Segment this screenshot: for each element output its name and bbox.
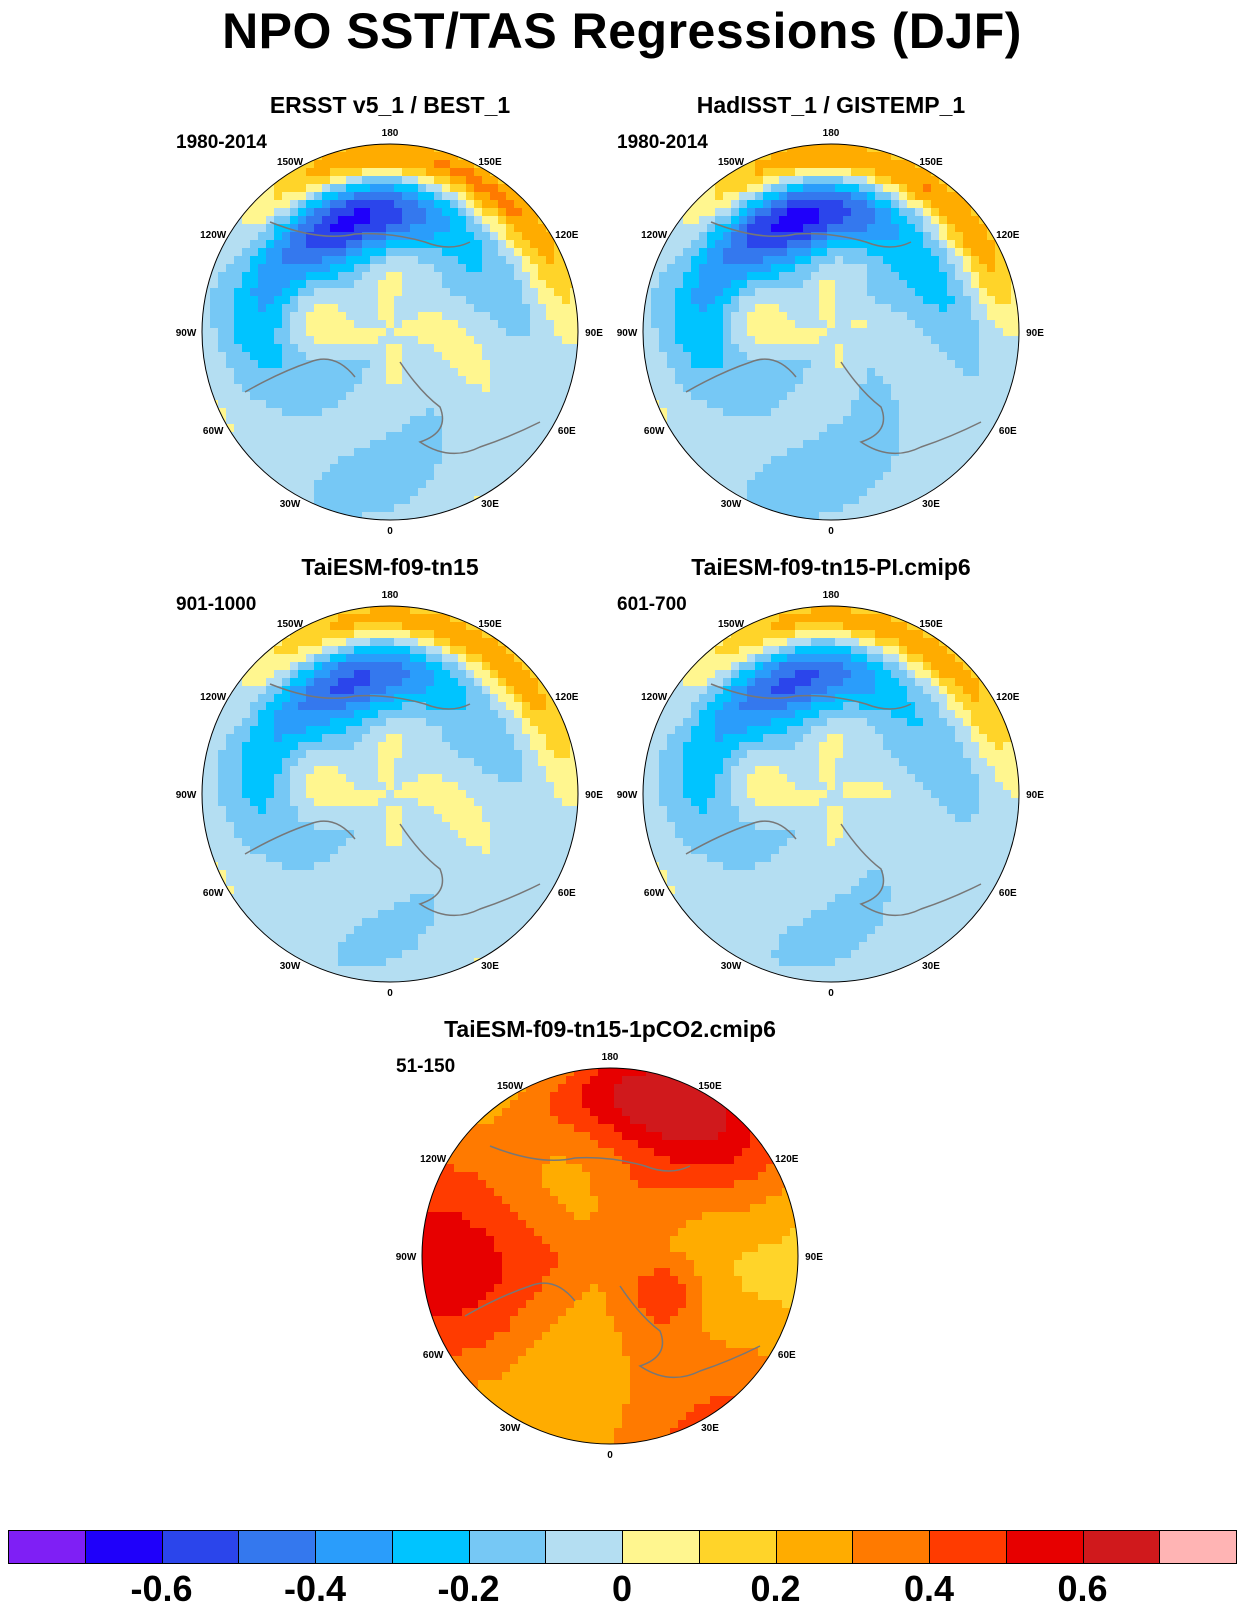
colorbar-box xyxy=(622,1530,700,1564)
colorbar-box xyxy=(238,1530,316,1564)
longitude-label: 150E xyxy=(478,619,502,630)
longitude-label: 150E xyxy=(698,1081,722,1092)
longitude-label: 60W xyxy=(203,426,224,437)
longitude-label: 90W xyxy=(617,790,638,801)
colorbar-box xyxy=(8,1530,86,1564)
colorbar-box xyxy=(469,1530,547,1564)
colorbar-tick-label: 0.2 xyxy=(716,1568,836,1610)
colorbar-box xyxy=(1006,1530,1084,1564)
longitude-label: 30W xyxy=(500,1423,521,1434)
longitude-label: 150W xyxy=(497,1081,524,1092)
colorbar-tick-label: -0.6 xyxy=(102,1568,222,1610)
colorbar-box xyxy=(1159,1530,1237,1564)
longitude-label: 30E xyxy=(701,1423,719,1434)
longitude-label: 120W xyxy=(641,692,668,703)
longitude-label: 120E xyxy=(555,692,579,703)
figure-title: NPO SST/TAS Regressions (DJF) xyxy=(0,2,1244,60)
longitude-label: 150E xyxy=(919,157,943,168)
longitude-label: 60W xyxy=(423,1350,444,1361)
longitude-label: 180 xyxy=(382,128,399,139)
polar-map: 180 0 150W 150E 120W 120E 90W 90E 60W 60E 30W 30E xyxy=(591,92,1071,542)
colorbar-tick-label: -0.2 xyxy=(409,1568,529,1610)
colorbar xyxy=(8,1530,1236,1564)
colorbar-box xyxy=(392,1530,470,1564)
longitude-label: 120E xyxy=(775,1154,799,1165)
longitude-label: 120W xyxy=(200,692,227,703)
shaded-field xyxy=(202,606,579,983)
longitude-label: 90W xyxy=(176,790,197,801)
shaded-field xyxy=(422,1068,799,1445)
longitude-label: 0 xyxy=(607,1450,613,1461)
shaded-field xyxy=(643,144,1020,521)
longitude-label: 0 xyxy=(828,988,834,999)
longitude-label: 30W xyxy=(721,499,742,510)
longitude-label: 60E xyxy=(999,888,1017,899)
colorbar-box xyxy=(776,1530,854,1564)
longitude-label: 30W xyxy=(721,961,742,972)
longitude-label: 120E xyxy=(996,692,1020,703)
longitude-label: 30W xyxy=(280,961,301,972)
colorbar-tick-label: 0.4 xyxy=(869,1568,989,1610)
longitude-label: 90W xyxy=(396,1252,417,1263)
longitude-label: 0 xyxy=(387,988,393,999)
longitude-label: 0 xyxy=(828,526,834,537)
longitude-label: 0 xyxy=(387,526,393,537)
longitude-label: 90E xyxy=(1026,328,1044,339)
shaded-field xyxy=(643,606,1020,983)
longitude-label: 120W xyxy=(420,1154,447,1165)
longitude-label: 90E xyxy=(805,1252,823,1263)
shaded-field xyxy=(202,144,579,521)
longitude-label: 120E xyxy=(996,230,1020,241)
longitude-label: 150W xyxy=(718,619,745,630)
longitude-label: 90E xyxy=(1026,790,1044,801)
colorbar-box xyxy=(852,1530,930,1564)
longitude-label: 150E xyxy=(919,619,943,630)
longitude-label: 150W xyxy=(718,157,745,168)
longitude-label: 60W xyxy=(644,426,665,437)
polar-map: 180 0 150W 150E 120W 120E 90W 90E 60W 60E 30W 30E xyxy=(370,1016,850,1466)
longitude-label: 150W xyxy=(277,157,304,168)
longitude-label: 30W xyxy=(280,499,301,510)
longitude-label: 30E xyxy=(481,499,499,510)
colorbar-box xyxy=(929,1530,1007,1564)
longitude-label: 60W xyxy=(203,888,224,899)
colorbar-tick-label: 0 xyxy=(562,1568,682,1610)
longitude-label: 30E xyxy=(922,961,940,972)
longitude-label: 60E xyxy=(558,426,576,437)
longitude-label: 180 xyxy=(823,590,840,601)
longitude-label: 60E xyxy=(558,888,576,899)
longitude-label: 60W xyxy=(644,888,665,899)
longitude-label: 180 xyxy=(602,1052,619,1063)
longitude-label: 120W xyxy=(641,230,668,241)
colorbar-tick-label: -0.4 xyxy=(255,1568,375,1610)
polar-map: 180 0 150W 150E 120W 120E 90W 90E 60W 60E 30W 30E xyxy=(591,554,1071,1004)
longitude-label: 150W xyxy=(277,619,304,630)
colorbar-box xyxy=(85,1530,163,1564)
longitude-label: 180 xyxy=(382,590,399,601)
colorbar-box xyxy=(162,1530,240,1564)
longitude-label: 150E xyxy=(478,157,502,168)
longitude-label: 60E xyxy=(999,426,1017,437)
longitude-label: 30E xyxy=(481,961,499,972)
longitude-label: 180 xyxy=(823,128,840,139)
longitude-label: 90W xyxy=(617,328,638,339)
colorbar-box xyxy=(1083,1530,1161,1564)
longitude-label: 30E xyxy=(922,499,940,510)
colorbar-box xyxy=(315,1530,393,1564)
colorbar-box xyxy=(699,1530,777,1564)
longitude-label: 120W xyxy=(200,230,227,241)
longitude-label: 120E xyxy=(555,230,579,241)
longitude-label: 60E xyxy=(778,1350,796,1361)
colorbar-box xyxy=(545,1530,623,1564)
colorbar-tick-label: 0.6 xyxy=(1023,1568,1143,1610)
longitude-label: 90W xyxy=(176,328,197,339)
